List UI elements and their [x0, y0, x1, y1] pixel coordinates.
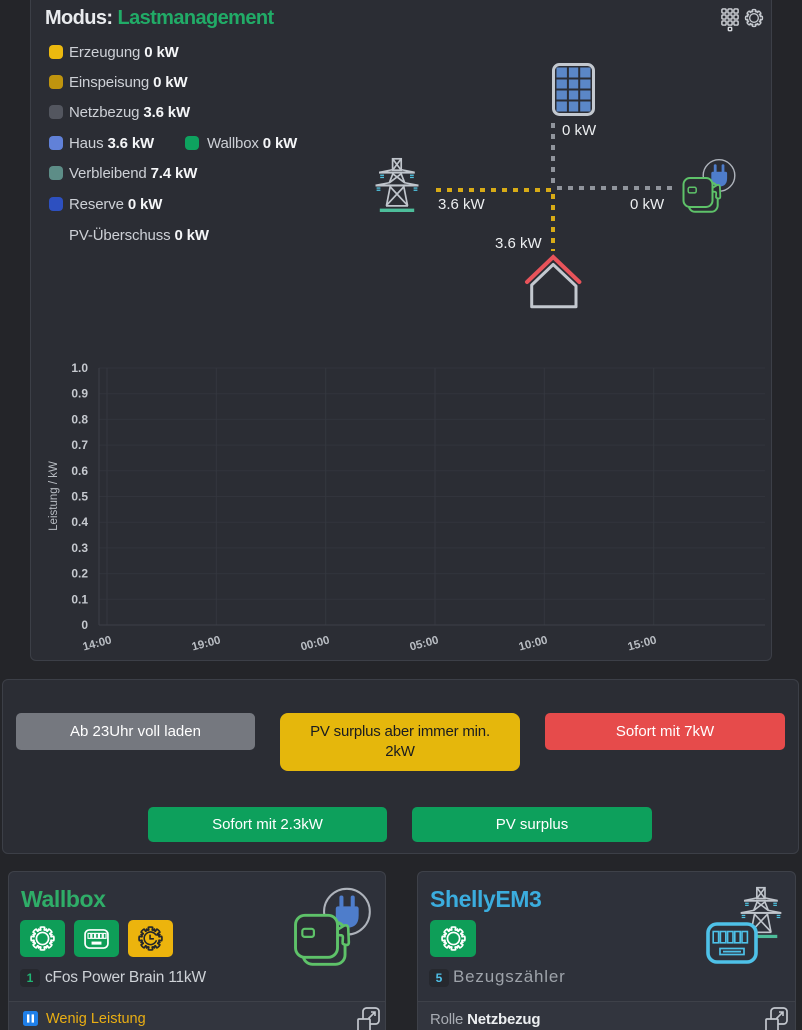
svg-text:0.7: 0.7 [71, 438, 88, 452]
svg-text:0.8: 0.8 [71, 412, 88, 426]
svg-text:0.1: 0.1 [71, 592, 88, 606]
svg-text:15:00: 15:00 [626, 634, 658, 653]
svg-text:0.4: 0.4 [71, 515, 88, 529]
svg-text:0: 0 [81, 618, 88, 632]
svg-text:10:00: 10:00 [517, 634, 549, 653]
svg-text:0.5: 0.5 [71, 490, 88, 504]
svg-text:0.2: 0.2 [71, 567, 88, 581]
svg-text:00:00: 00:00 [299, 634, 331, 653]
svg-text:0.9: 0.9 [71, 387, 88, 401]
svg-text:19:00: 19:00 [190, 634, 222, 653]
svg-text:05:00: 05:00 [408, 634, 440, 653]
svg-text:1.0: 1.0 [71, 361, 88, 375]
svg-text:14:00: 14:00 [81, 634, 113, 653]
svg-text:0.6: 0.6 [71, 464, 88, 478]
svg-text:0.3: 0.3 [71, 541, 88, 555]
svg-text:Leistung / kW: Leistung / kW [48, 461, 60, 531]
